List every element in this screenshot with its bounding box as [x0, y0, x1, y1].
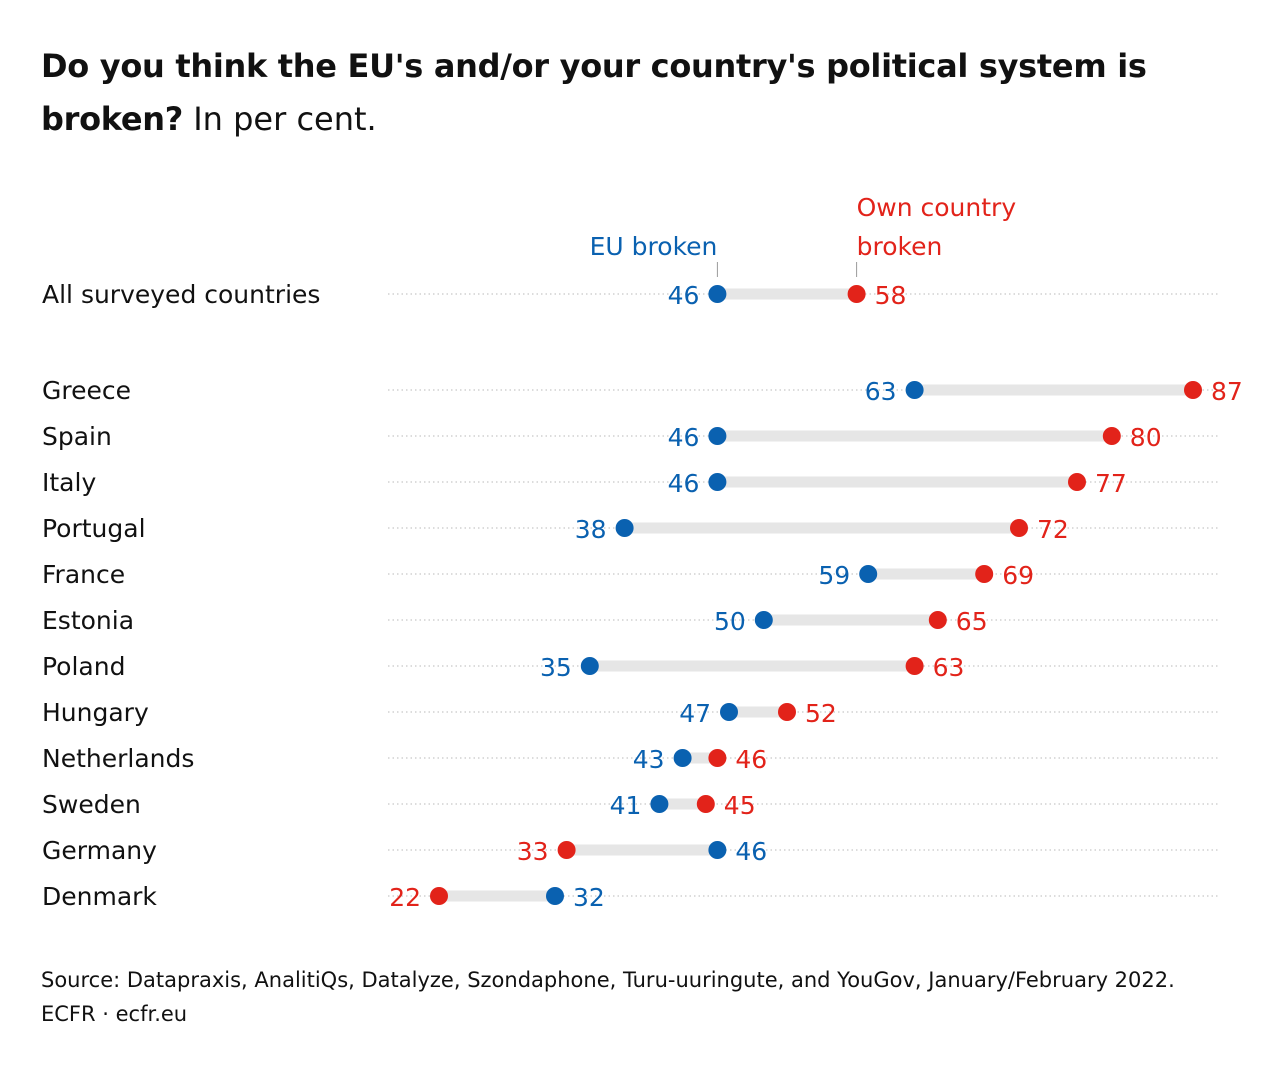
legend-own-label-line1: Own country: [857, 193, 1017, 222]
own-value-label: 87: [1211, 377, 1243, 406]
source-note: Source: Datapraxis, AnalitiQs, Datalyze,…: [41, 968, 1175, 992]
row-label: Netherlands: [42, 744, 194, 773]
own-value-label: 80: [1130, 423, 1162, 452]
eu-value-label: 50: [714, 607, 746, 636]
own-value-label: 69: [1002, 561, 1034, 590]
eu-value-label: 46: [668, 281, 700, 310]
eu-dot: [615, 519, 634, 537]
eu-dot: [720, 703, 738, 721]
own-dot: [975, 565, 994, 583]
eu-value-label: 46: [735, 837, 767, 866]
eu-value-label: 47: [679, 699, 711, 728]
own-value-label: 65: [956, 607, 988, 636]
eu-value-label: 63: [865, 377, 897, 406]
eu-dot: [580, 657, 599, 675]
eu-value-label: 38: [575, 515, 607, 544]
own-dot: [928, 611, 947, 629]
own-value-label: 52: [805, 699, 837, 728]
own-dot: [905, 657, 924, 675]
eu-dot: [708, 841, 727, 859]
title-unit: In per cent.: [193, 100, 377, 138]
eu-value-label: 46: [668, 423, 700, 452]
legend-eu-label: EU broken: [590, 232, 718, 261]
eu-dot: [708, 427, 727, 445]
eu-dot: [905, 381, 924, 399]
eu-value-label: 46: [668, 469, 700, 498]
own-dot: [1010, 519, 1028, 537]
own-dot: [557, 841, 576, 859]
row-label: Denmark: [42, 882, 157, 911]
own-dot: [1184, 381, 1202, 399]
own-dot: [696, 795, 715, 813]
row-label: Portugal: [42, 514, 146, 543]
own-value-label: 72: [1037, 515, 1069, 544]
row-label: Greece: [42, 376, 131, 405]
row-label: Hungary: [42, 698, 149, 727]
row-label: Germany: [42, 836, 157, 865]
eu-dot: [650, 795, 669, 813]
chart-footer: Source: Datapraxis, AnalitiQs, Datalyze,…: [41, 963, 1175, 1031]
eu-dot: [546, 887, 564, 905]
own-dot: [847, 285, 866, 303]
own-dot: [1068, 473, 1086, 491]
eu-value-label: 35: [540, 653, 572, 682]
eu-value-label: 41: [610, 791, 642, 820]
own-value-label: 33: [517, 837, 549, 866]
own-value-label: 46: [735, 745, 767, 774]
row-label: France: [42, 560, 125, 589]
title-question: Do you think the EU's and/or your countr…: [41, 47, 1147, 138]
own-value-label: 22: [389, 883, 421, 912]
chart-title: Do you think the EU's and/or your countr…: [41, 40, 1241, 146]
own-dot: [708, 749, 727, 767]
own-dot: [430, 887, 448, 905]
own-value-label: 58: [875, 281, 907, 310]
legend-own-label-line2: broken: [857, 232, 943, 261]
row-label: All surveyed countries: [42, 280, 320, 309]
eu-dot: [754, 611, 773, 629]
row-label: Estonia: [42, 606, 134, 635]
eu-dot: [708, 285, 727, 303]
row-label: Italy: [42, 468, 96, 497]
own-dot: [1102, 427, 1121, 445]
row-label: Sweden: [42, 790, 141, 819]
eu-dot: [859, 565, 878, 583]
row-label: Poland: [42, 652, 125, 681]
own-dot: [778, 703, 796, 721]
own-value-label: 45: [724, 791, 756, 820]
eu-dot: [673, 749, 692, 767]
credit-note: ECFR · ecfr.eu: [41, 1002, 188, 1026]
eu-dot: [708, 473, 727, 491]
row-label: Spain: [42, 422, 112, 451]
eu-value-label: 43: [633, 745, 665, 774]
own-value-label: 77: [1095, 469, 1127, 498]
own-value-label: 63: [933, 653, 965, 682]
eu-value-label: 32: [573, 883, 605, 912]
eu-value-label: 59: [818, 561, 850, 590]
